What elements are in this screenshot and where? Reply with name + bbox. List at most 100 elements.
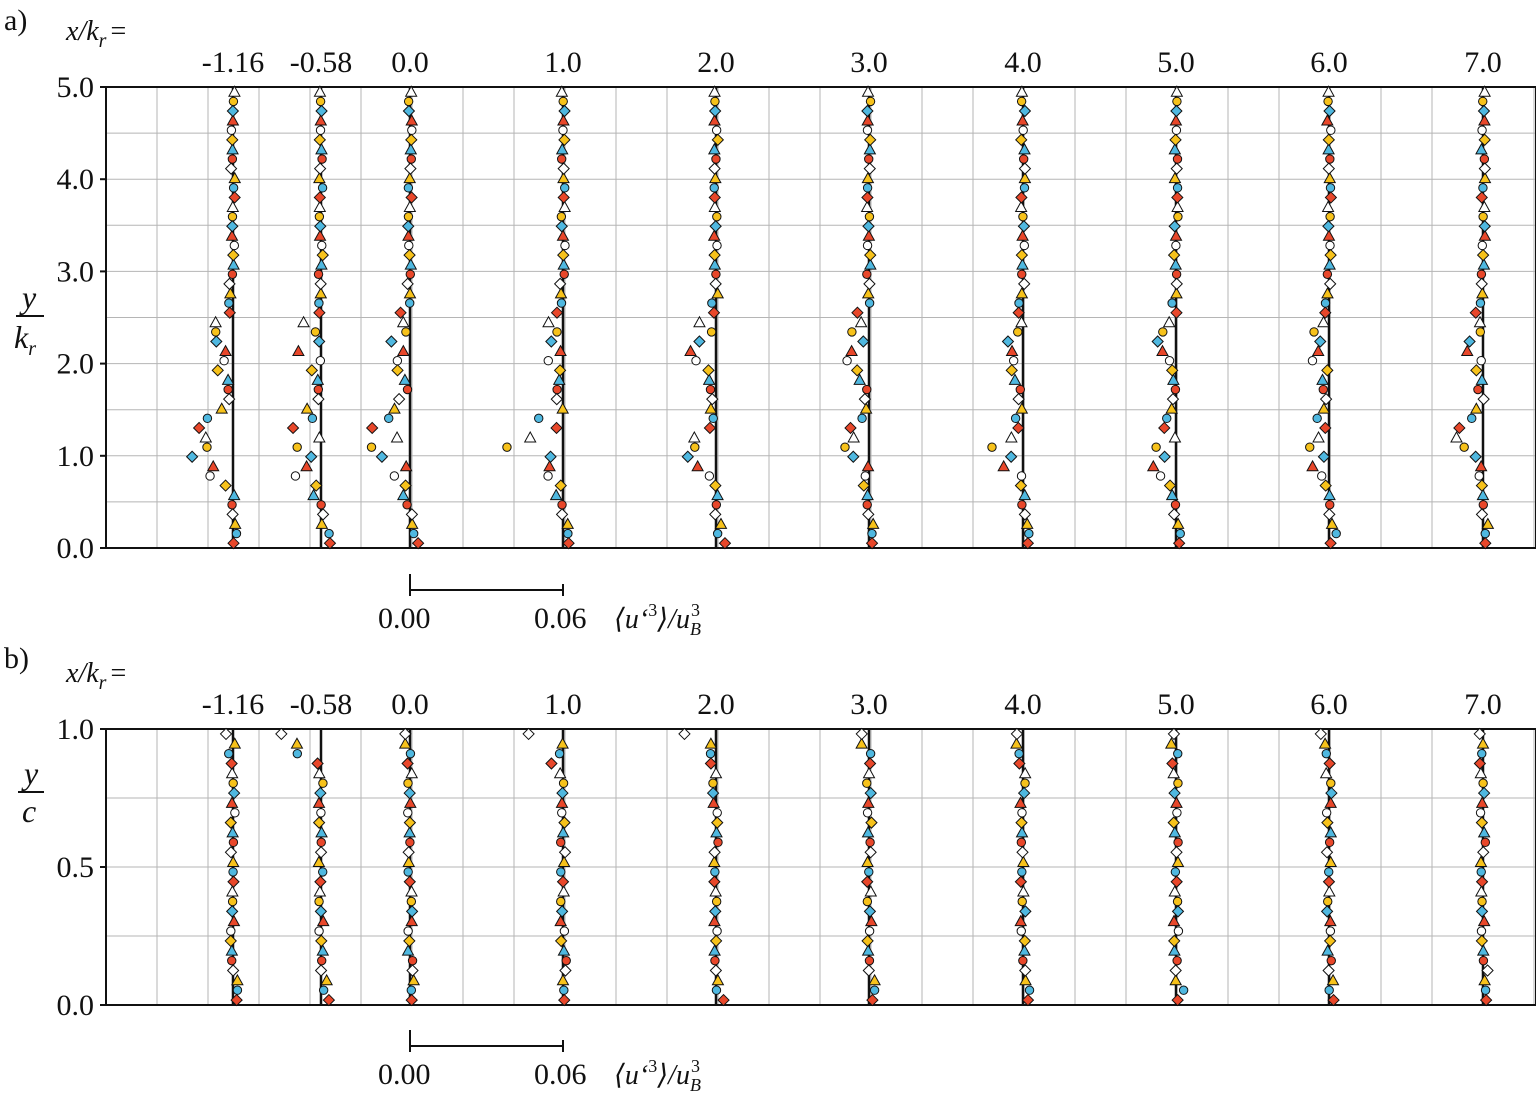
data-point xyxy=(314,286,328,299)
data-point xyxy=(404,240,414,251)
data-point xyxy=(231,528,242,539)
data-point xyxy=(556,211,567,222)
scale-quantity-b: ⟨u‘3⟩/uB3 xyxy=(614,1056,701,1094)
data-point xyxy=(317,240,327,251)
data-point xyxy=(1475,905,1489,918)
data-point xyxy=(228,171,242,184)
data-point xyxy=(314,211,325,222)
data-point xyxy=(226,220,239,233)
data-point xyxy=(864,885,878,897)
station-label: 5.0 xyxy=(1157,688,1195,721)
data-point xyxy=(864,926,875,936)
data-point xyxy=(711,133,725,147)
data-point xyxy=(558,816,571,829)
data-point xyxy=(219,479,232,492)
data-point xyxy=(1162,315,1176,328)
data-point xyxy=(1167,766,1181,779)
data-point xyxy=(322,993,336,1007)
data-point xyxy=(292,442,302,452)
data-point xyxy=(1477,200,1491,212)
data-point xyxy=(399,479,412,492)
data-point xyxy=(553,766,567,779)
data-point xyxy=(1477,748,1487,759)
data-point xyxy=(385,335,398,348)
data-point xyxy=(1005,431,1018,443)
data-point xyxy=(556,229,570,241)
data-point xyxy=(396,488,410,501)
data-point xyxy=(861,286,875,299)
data-point xyxy=(210,335,223,348)
data-point xyxy=(1323,757,1336,770)
data-point xyxy=(402,220,415,233)
data-point xyxy=(1168,825,1182,838)
data-point xyxy=(224,748,234,759)
data-point xyxy=(1018,766,1032,779)
data-point xyxy=(405,133,418,147)
data-point xyxy=(1016,471,1027,481)
grid-a xyxy=(106,87,1536,548)
data-point xyxy=(399,459,413,472)
data-point xyxy=(225,905,239,918)
scale-end-b: 0.06 xyxy=(534,1058,587,1091)
data-point xyxy=(708,413,718,424)
data-point xyxy=(556,298,567,308)
data-point xyxy=(1312,431,1325,443)
data-point xyxy=(227,154,238,164)
data-point xyxy=(1477,240,1488,251)
data-point xyxy=(401,944,415,956)
data-point xyxy=(1478,778,1488,788)
data-point xyxy=(1476,737,1490,749)
data-point xyxy=(708,258,722,270)
data-point xyxy=(987,442,997,452)
data-point xyxy=(405,298,415,308)
data-point xyxy=(1469,402,1483,414)
data-point xyxy=(1475,191,1488,204)
data-point xyxy=(1478,220,1491,233)
data-point xyxy=(228,183,239,193)
data-point xyxy=(1323,508,1336,521)
data-point xyxy=(558,104,571,118)
data-point xyxy=(389,471,400,481)
data-point xyxy=(313,885,327,897)
data-point xyxy=(709,766,723,779)
data-point xyxy=(224,934,237,948)
data-point xyxy=(1321,200,1335,212)
data-point xyxy=(864,211,875,222)
data-point xyxy=(558,993,571,1007)
data-point xyxy=(1170,796,1183,808)
data-point xyxy=(396,315,410,328)
data-point xyxy=(1015,816,1028,829)
data-point xyxy=(857,335,870,348)
data-point xyxy=(392,392,406,406)
data-point xyxy=(366,442,377,452)
data-point xyxy=(1170,875,1183,888)
data-point xyxy=(549,488,563,501)
data-point xyxy=(857,413,867,424)
data-point xyxy=(403,200,417,212)
data-point xyxy=(1322,875,1336,888)
data-point xyxy=(315,517,329,529)
data-point xyxy=(845,344,858,357)
data-point xyxy=(1175,528,1185,539)
data-point xyxy=(1015,825,1029,838)
data-point xyxy=(1323,104,1336,118)
data-point xyxy=(709,905,722,918)
station-label: 1.0 xyxy=(544,688,582,721)
data-point xyxy=(1017,269,1027,279)
data-point xyxy=(534,413,544,424)
data-point xyxy=(1013,757,1026,770)
data-point xyxy=(312,431,326,443)
station-labels-b: -1.16 -0.58 0.0 1.0 2.0 3.0 4.0 5.0 6.0 7.0 xyxy=(202,688,1502,721)
data-point xyxy=(1318,384,1328,395)
data-point xyxy=(708,114,721,126)
data-point xyxy=(1016,229,1029,241)
data-point xyxy=(1014,914,1028,927)
data-point xyxy=(863,162,876,175)
data-point xyxy=(224,298,234,308)
data-point xyxy=(227,955,237,966)
data-point xyxy=(1016,846,1029,859)
data-point xyxy=(1309,327,1319,337)
data-point xyxy=(1024,528,1034,539)
data-point xyxy=(1169,114,1183,126)
data-point xyxy=(1170,104,1183,118)
